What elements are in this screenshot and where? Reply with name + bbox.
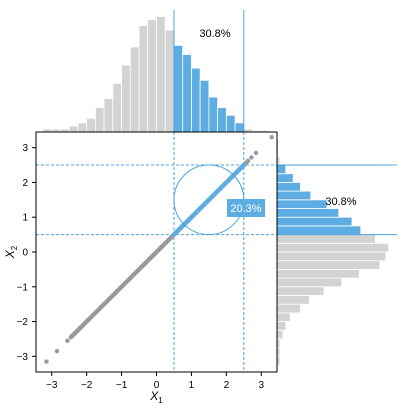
right-hist-bar bbox=[276, 312, 291, 322]
y-tick-label: −2 bbox=[17, 317, 29, 328]
right-hist-bar bbox=[276, 173, 294, 183]
x-tick-label: 2 bbox=[224, 380, 230, 391]
scatter-point bbox=[253, 150, 259, 156]
right-hist-bar bbox=[276, 251, 387, 262]
top-hist-bar bbox=[86, 117, 96, 133]
top-hist-bar bbox=[129, 46, 140, 133]
right-hist-bar bbox=[276, 208, 340, 218]
x-tick-label: 3 bbox=[259, 380, 265, 391]
top-hist-bar bbox=[208, 96, 219, 133]
x-tick-label: −1 bbox=[116, 380, 128, 391]
right-hist-bar bbox=[276, 234, 376, 244]
right-hist-bar bbox=[276, 199, 328, 209]
top-hist-bar bbox=[121, 64, 131, 133]
y-tick-label: 0 bbox=[22, 248, 28, 259]
y-tick-label: 1 bbox=[22, 213, 28, 224]
top-hist-bar bbox=[199, 79, 210, 133]
top-hist-bar bbox=[156, 16, 166, 133]
center-percent-box bbox=[227, 199, 265, 217]
top-hist-bar bbox=[94, 107, 105, 133]
top-marginal-histogram bbox=[42, 16, 271, 133]
scatter-point bbox=[249, 155, 254, 160]
y-tick-label: −1 bbox=[17, 282, 29, 293]
top-percent-label: 30.8% bbox=[199, 28, 230, 40]
x-axis-label: X1 bbox=[149, 389, 163, 405]
scatter-point bbox=[245, 159, 250, 164]
top-hist-bar bbox=[77, 122, 88, 133]
top-hist-bar bbox=[173, 44, 184, 133]
y-tick-label: −3 bbox=[17, 352, 29, 363]
right-hist-bar bbox=[276, 321, 287, 331]
right-hist-bar bbox=[276, 295, 310, 305]
scatter-point bbox=[65, 338, 70, 343]
y-axis-label-main: X bbox=[3, 249, 17, 259]
y-tick-label: 3 bbox=[22, 143, 28, 154]
top-hist-bar bbox=[138, 25, 149, 133]
top-hist-bar bbox=[182, 54, 192, 133]
right-hist-bar bbox=[276, 216, 353, 227]
right-hist-bar bbox=[276, 286, 325, 296]
x-tick-label: −2 bbox=[81, 380, 93, 391]
x-tick-label: 0 bbox=[154, 380, 160, 391]
y-tick-label: 2 bbox=[22, 178, 28, 189]
right-hist-bar bbox=[276, 242, 390, 253]
right-hist-bar bbox=[276, 303, 301, 314]
right-hist-bar bbox=[276, 225, 362, 236]
y-axis-label-sub: 2 bbox=[10, 245, 19, 250]
right-percent-label: 30.8% bbox=[325, 196, 356, 208]
right-hist-bar bbox=[276, 329, 284, 340]
top-hist-bar bbox=[103, 98, 114, 133]
top-hist-bar bbox=[191, 67, 201, 133]
x-tick-label: 1 bbox=[189, 380, 195, 391]
interval-guide-lines bbox=[36, 10, 397, 372]
top-hist-bar bbox=[147, 19, 157, 133]
top-hist-bar bbox=[164, 29, 175, 133]
top-hist-bar bbox=[225, 114, 236, 133]
right-hist-bar bbox=[276, 268, 360, 279]
top-hist-bar bbox=[234, 122, 245, 133]
x-axis-label-main: X bbox=[149, 389, 159, 403]
right-hist-bar bbox=[276, 164, 287, 175]
scatter-point bbox=[44, 359, 49, 364]
x-tick-label: −3 bbox=[46, 380, 58, 391]
highlighted-segment bbox=[171, 162, 247, 237]
scatter-point bbox=[269, 135, 274, 140]
right-marginal-histogram bbox=[276, 138, 390, 366]
scatter-point bbox=[54, 348, 60, 354]
center-percent-label: 20.3% bbox=[230, 203, 261, 215]
right-hist-bar bbox=[276, 260, 381, 270]
top-hist-bar bbox=[217, 107, 227, 133]
right-hist-bar bbox=[276, 190, 312, 201]
right-hist-bar bbox=[276, 277, 343, 288]
percent-annotations: 30.8% 30.8% 20.3% bbox=[199, 28, 357, 217]
x-axis-label-sub: 1 bbox=[158, 396, 163, 405]
top-hist-bar bbox=[68, 125, 79, 133]
top-hist-bar bbox=[112, 82, 122, 133]
right-hist-bar bbox=[276, 182, 301, 192]
y-axis-label: X2 bbox=[3, 245, 19, 259]
